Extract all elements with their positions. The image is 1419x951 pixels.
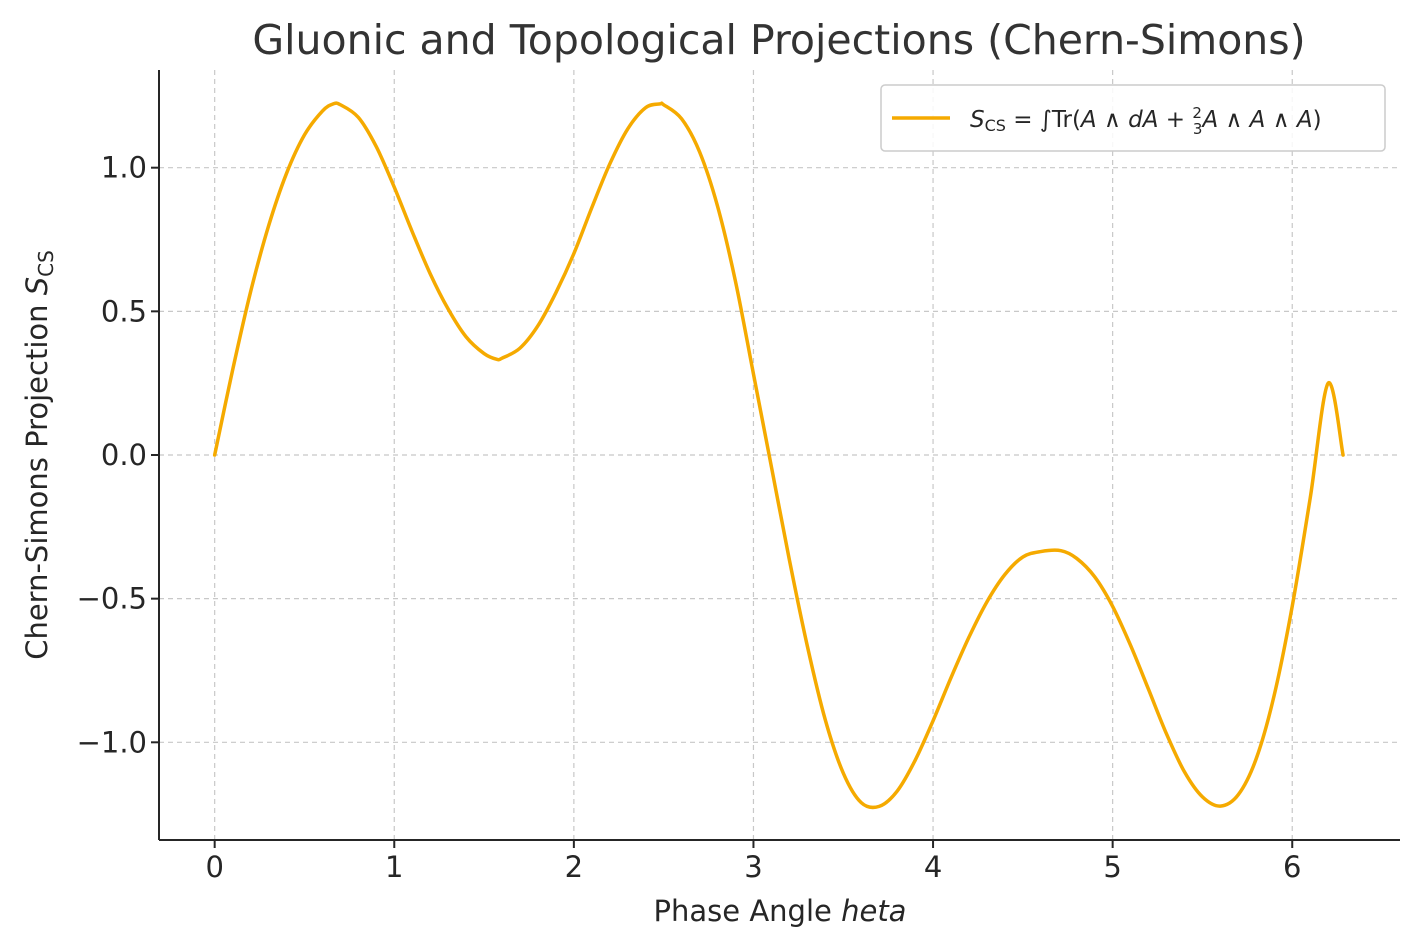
x-ticks: 0 1 2 3 4 5 6 <box>205 840 1301 884</box>
y-axis-label-subscript: CS <box>34 250 58 277</box>
legend-term1: A ∧ dA <box>1079 107 1159 133</box>
y-axis-label-variable: S <box>20 277 54 295</box>
y-tick-label: 1.0 <box>101 151 147 185</box>
x-axis-label: Phase Angle heta <box>654 894 907 928</box>
y-tick-label: 0.5 <box>101 294 147 328</box>
y-tick-label: −0.5 <box>77 582 147 616</box>
y-axis-label-text: Chern-Simons Projection <box>20 295 54 660</box>
x-tick-label: 4 <box>924 850 942 884</box>
legend-frac-den: 3 <box>1193 120 1203 138</box>
x-tick-label: 6 <box>1283 850 1301 884</box>
x-axis-label-variable: heta <box>841 894 906 928</box>
x-tick-label: 1 <box>385 850 403 884</box>
series-group <box>212 101 1345 810</box>
y-tick-label: 0.0 <box>101 438 147 472</box>
legend: SCS = ∫Tr(A ∧ dA + 2 3A ∧ A ∧ A) <box>880 84 1386 152</box>
y-ticks: −1.0 −0.5 0.0 0.5 1.0 <box>77 151 159 759</box>
legend-s: S <box>970 107 985 133</box>
x-tick-label: 2 <box>565 850 583 884</box>
x-tick-label: 0 <box>205 850 223 884</box>
legend-plus: + <box>1158 107 1192 133</box>
x-tick-label: 5 <box>1103 850 1121 884</box>
chart-title: Gluonic and Topological Projections (Che… <box>252 16 1305 64</box>
legend-box <box>880 84 1386 152</box>
legend-close: ) <box>1313 107 1322 133</box>
legend-term2: A ∧ A ∧ A <box>1200 107 1312 133</box>
legend-label: SCS = ∫Tr(A ∧ dA + 2 3A ∧ A ∧ A) <box>970 104 1322 138</box>
legend-frac-num: 2 <box>1192 104 1202 122</box>
grid <box>159 70 1400 840</box>
series-line <box>212 101 1345 810</box>
y-axis-label: Chern-Simons Projection SCS <box>20 250 58 660</box>
x-axis-label-text: Phase Angle <box>654 894 842 928</box>
y-tick-label: −1.0 <box>77 725 147 759</box>
legend-eq: = ∫Tr( <box>1006 107 1081 133</box>
x-tick-label: 3 <box>744 850 762 884</box>
legend-sub: CS <box>985 116 1006 135</box>
